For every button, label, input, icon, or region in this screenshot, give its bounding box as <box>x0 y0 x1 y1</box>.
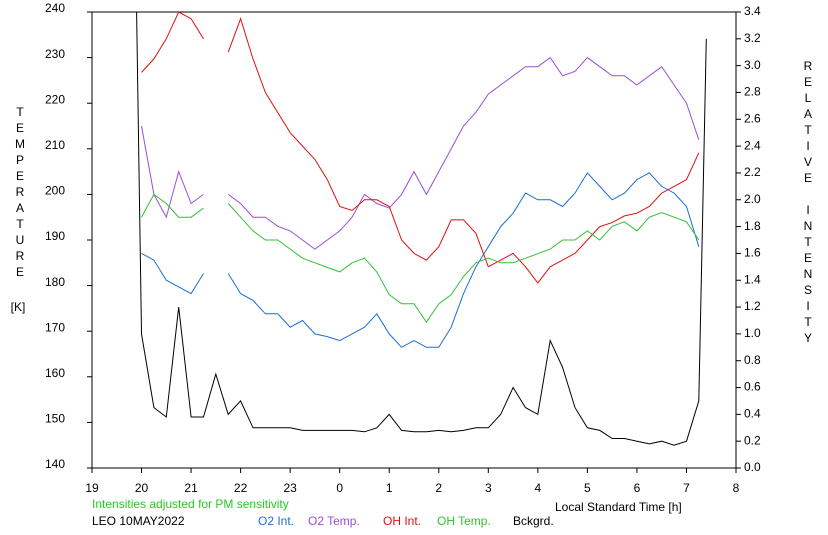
series-line <box>141 11 204 73</box>
y2-tick-label: 2.0 <box>744 192 761 206</box>
y-tick-label: 140 <box>45 457 65 471</box>
y2-tick-label: 2.2 <box>744 165 761 179</box>
y2-tick-label: 2.6 <box>744 111 761 125</box>
station-label: LEO 10MAY2022 <box>92 514 185 528</box>
x-tick-label: 7 <box>683 481 690 495</box>
legend-entry: O2 Int. <box>258 514 294 528</box>
x-tick-label: 23 <box>283 481 297 495</box>
y2-tick-label: 2.8 <box>744 85 761 99</box>
y2-tick-label: 1.0 <box>744 326 761 340</box>
y-tick-label: 230 <box>45 47 65 61</box>
x-tick-label: 5 <box>584 481 591 495</box>
legend-entry: O2 Temp. <box>308 514 360 528</box>
series-line <box>141 252 204 295</box>
y2-tick-label: 2.4 <box>744 138 761 152</box>
x-tick-label: 21 <box>184 481 198 495</box>
y-tick-label: 150 <box>45 412 65 426</box>
y-tick-label: 200 <box>45 184 65 198</box>
series-line <box>227 17 700 284</box>
y2-tick-label: 0.6 <box>744 380 761 394</box>
y2-tick-label: 0.0 <box>744 460 761 474</box>
y2-tick-label: 1.6 <box>744 246 761 260</box>
x-axis-title: Local Standard Time [h] <box>555 500 682 514</box>
y2-tick-label: 3.4 <box>744 4 761 18</box>
y2-tick-label: 1.8 <box>744 219 761 233</box>
series-line <box>227 203 700 323</box>
x-tick-label: 22 <box>234 481 248 495</box>
series-line <box>141 193 204 218</box>
series-line <box>141 125 204 219</box>
y-tick-label: 220 <box>45 92 65 106</box>
x-tick-label: 4 <box>535 481 542 495</box>
y-tick-label: 190 <box>45 229 65 243</box>
y2-tick-label: 0.8 <box>744 353 761 367</box>
y2-tick-label: 3.2 <box>744 31 761 45</box>
y-tick-label: 210 <box>45 138 65 152</box>
y-tick-label: 170 <box>45 320 65 334</box>
x-tick-label: 6 <box>634 481 641 495</box>
x-tick-label: 1 <box>386 481 393 495</box>
series-line <box>227 172 700 348</box>
series-line <box>136 11 707 446</box>
series-line <box>227 56 700 250</box>
y-tick-label: 240 <box>45 1 65 15</box>
legend-entry: OH Temp. <box>437 514 491 528</box>
y-tick-label: 160 <box>45 366 65 380</box>
legend-entry: OH Int. <box>383 514 421 528</box>
x-tick-label: 20 <box>135 481 149 495</box>
y2-tick-label: 1.4 <box>744 272 761 286</box>
x-tick-label: 2 <box>435 481 442 495</box>
x-tick-label: 0 <box>336 481 343 495</box>
y2-tick-label: 1.2 <box>744 299 761 313</box>
y-axis-unit: [K] <box>11 300 26 314</box>
y2-tick-label: 0.2 <box>744 433 761 447</box>
y-tick-label: 180 <box>45 275 65 289</box>
y2-tick-label: 0.4 <box>744 407 761 421</box>
x-tick-label: 8 <box>733 481 740 495</box>
x-tick-label: 3 <box>485 481 492 495</box>
note: Intensities adjusted for PM sensitivity <box>92 497 289 511</box>
x-tick-label: 19 <box>85 481 99 495</box>
y2-tick-label: 3.0 <box>744 58 761 72</box>
legend-entry: Bckgrd. <box>513 514 554 528</box>
